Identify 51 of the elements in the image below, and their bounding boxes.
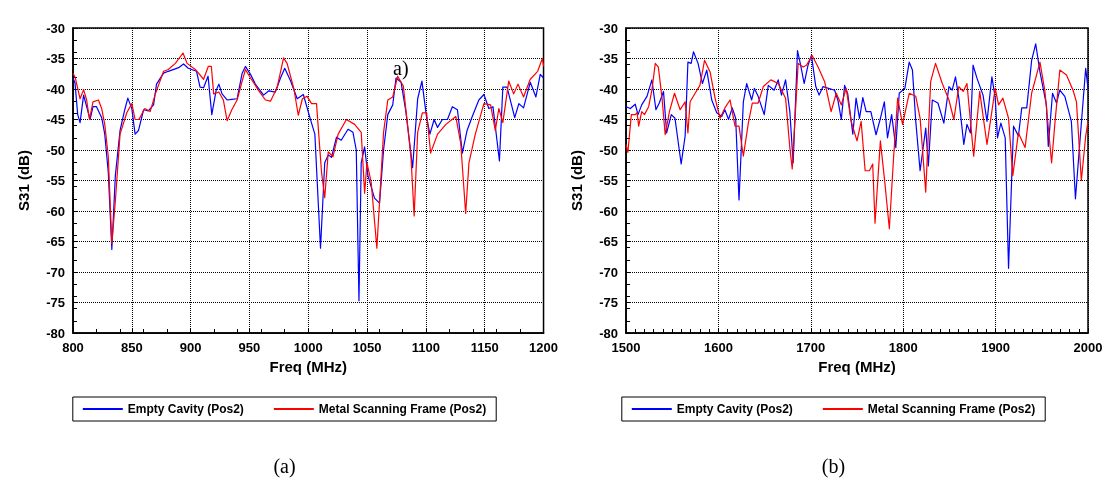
y-tick-label: -60 — [46, 203, 65, 219]
y-tick-label: -50 — [599, 142, 618, 158]
y-tick-label: -75 — [599, 295, 618, 310]
y-tick-label: -80 — [599, 325, 618, 341]
y-tick-label: -35 — [599, 51, 618, 66]
text: (a) — [273, 455, 296, 478]
x-tick-label: 1600 — [703, 340, 733, 355]
y-tick-label: -60 — [599, 203, 618, 219]
y-tick-label: -65 — [599, 234, 618, 249]
x-tick-label: 2000 — [1073, 340, 1103, 355]
y-tick-label: -50 — [46, 142, 65, 158]
line-series — [625, 43, 1089, 269]
y-tick-label: -40 — [46, 81, 65, 97]
y-tick-label: -45 — [599, 112, 618, 127]
x-tick-label: 1900 — [981, 340, 1011, 355]
x-tick-label: 950 — [238, 340, 261, 355]
legend-label: Metal Scanning Frame (Pos2) — [867, 402, 1036, 416]
y-axis-title: S31 (dB) — [15, 150, 32, 211]
x-tick-label: 1200 — [529, 340, 558, 355]
legend-label: Empty Cavity (Pos2) — [676, 402, 793, 416]
x-tick-label: 850 — [120, 340, 143, 355]
y-tick-label: -70 — [46, 264, 65, 280]
x-tick-label: 1700 — [796, 340, 826, 355]
line-series — [625, 54, 1089, 230]
x-tick-label: 1800 — [888, 340, 918, 355]
legend-label: Empty Cavity (Pos2) — [127, 402, 244, 416]
y-tick-label: -55 — [599, 173, 618, 188]
y-tick-label: -75 — [46, 295, 65, 310]
x-tick-label: 800 — [62, 340, 84, 355]
y-tick-label: -35 — [46, 51, 65, 66]
x-tick-label: 1100 — [411, 340, 441, 355]
y-tick-label: -55 — [46, 173, 65, 188]
y-tick-label: -65 — [46, 234, 65, 249]
y-tick-label: -70 — [599, 264, 618, 280]
y-tick-label: -30 — [599, 20, 618, 36]
x-tick-label: 1500 — [611, 340, 641, 355]
x-tick-label: 1150 — [470, 340, 499, 355]
y-axis-title: S31 (dB) — [568, 150, 585, 211]
x-tick-label: 1000 — [293, 340, 323, 355]
x-axis-title: Freq (MHz) — [818, 358, 896, 375]
line-series — [72, 52, 545, 249]
x-axis-title: Freq (MHz) — [269, 358, 348, 375]
annotation: a) — [393, 57, 409, 80]
y-tick-label: -30 — [46, 20, 65, 36]
y-tick-label: -40 — [599, 81, 618, 97]
x-tick-label: 1050 — [352, 340, 382, 355]
y-tick-label: -45 — [46, 112, 65, 127]
text: (b) — [821, 455, 846, 478]
legend-label: Metal Scanning Frame (Pos2) — [318, 402, 487, 416]
x-tick-label: 900 — [179, 340, 202, 355]
y-tick-label: -80 — [46, 325, 65, 341]
